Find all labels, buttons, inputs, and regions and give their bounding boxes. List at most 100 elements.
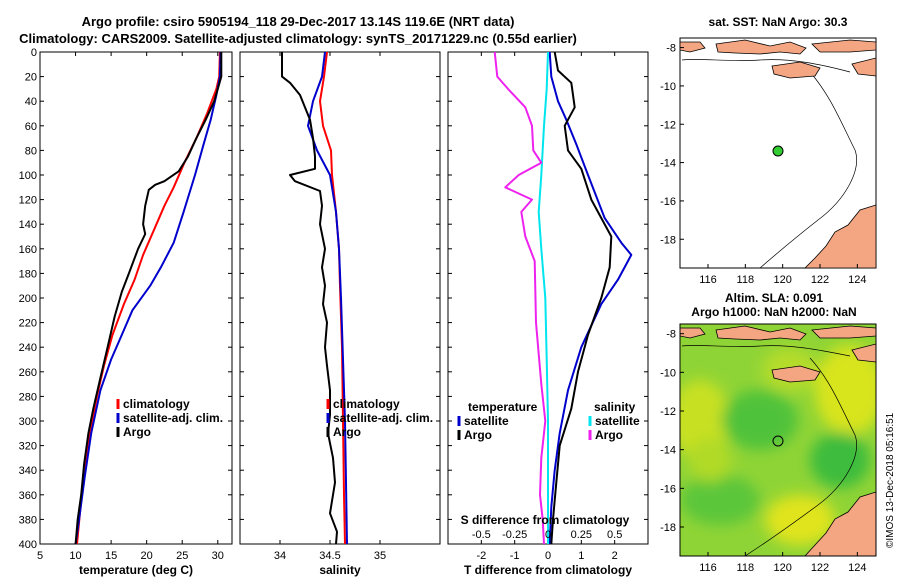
y-tick-label: 100 <box>19 170 37 182</box>
y-tick-label: 360 <box>19 490 37 502</box>
map-x-tick-label: 122 <box>811 562 829 574</box>
map-y-tick-label: -16 <box>660 483 676 495</box>
legend-label: satellite <box>595 414 640 428</box>
sla-map-title-line2: Argo h1000: NaN h2000: NaN <box>691 305 856 319</box>
y-tick-label: 380 <box>19 514 37 526</box>
map-x-tick-label: 120 <box>773 274 791 286</box>
y-tick-label: 260 <box>19 367 37 379</box>
map-y-tick-label: -12 <box>660 406 676 418</box>
inner-tick-label: 0.25 <box>571 529 592 541</box>
profile-panel-2: 34 34.5 35 salinity climatologysatellite-adj… <box>239 51 441 577</box>
map-y-tick-label: -10 <box>660 367 676 379</box>
y-tick-label: 220 <box>19 318 37 330</box>
inner-axis-label: S difference from climatology <box>461 513 630 527</box>
sst-land-java <box>680 41 706 53</box>
x-tick-label: -1 <box>510 550 520 562</box>
figure-title-line1: Argo profile: csiro 5905194_118 29-Dec-2… <box>82 14 515 29</box>
legend-label: Argo <box>464 428 492 442</box>
y-tick-label: 400 <box>19 539 37 551</box>
x-tick-label: 2 <box>612 550 618 562</box>
legend-label: satellite-adj. clim. <box>333 411 433 425</box>
map-y-tick-label: -14 <box>660 158 676 170</box>
series-line-salinity-argo <box>493 51 547 545</box>
x-axis-label: T difference from climatology <box>464 563 632 577</box>
legend-label: Argo <box>123 425 151 439</box>
y-tick-label: 120 <box>19 195 37 207</box>
x-tick-label: 10 <box>69 550 81 562</box>
sla-map: Altim. SLA: 0.091 Argo h1000: NaN h2000:… <box>660 291 877 574</box>
legend-label: Argo <box>333 425 361 439</box>
sla-land-sumba <box>771 365 821 383</box>
inner-tick-label: 0 <box>545 529 551 541</box>
x-tick-label: 34 <box>274 550 286 562</box>
inner-tick-label: 0.5 <box>607 529 622 541</box>
x-tick-label: 15 <box>105 550 117 562</box>
series-line-temperature-argo <box>550 51 613 545</box>
inner-tick-label: -0.25 <box>502 529 527 541</box>
sst-land-sumba <box>771 61 821 79</box>
sla-land-flores <box>811 325 876 339</box>
y-tick-label: 300 <box>19 416 37 428</box>
map-y-tick-label: -14 <box>660 445 676 457</box>
legend-title: temperature <box>468 400 538 414</box>
map-x-tick-label: 116 <box>699 562 717 574</box>
series-line-satellite-adj-clim- <box>307 51 348 545</box>
sst-land-lombok-sumbawa <box>715 39 807 55</box>
sla-land-timor <box>851 343 876 363</box>
sst-bathymetry-contour <box>681 59 857 268</box>
y-tick-label: 340 <box>19 465 37 477</box>
map-x-tick-label: 118 <box>737 274 755 286</box>
sla-land-lombok-sumbawa <box>715 325 807 341</box>
y-tick-label: 200 <box>19 293 37 305</box>
x-axis-label: salinity <box>319 563 361 577</box>
legend-label: climatology <box>123 397 190 411</box>
map-y-tick-label: -18 <box>660 522 676 534</box>
sla-map-frame <box>679 323 877 557</box>
legend-label: satellite-adj. clim. <box>123 411 223 425</box>
x-tick-label: 25 <box>176 550 188 562</box>
map-y-tick-label: -16 <box>660 196 676 208</box>
x-axis-label: temperature (deg C) <box>79 563 193 577</box>
y-tick-label: 40 <box>25 96 37 108</box>
y-tick-label: 0 <box>31 47 37 59</box>
x-tick-label: 1 <box>578 550 584 562</box>
y-tick-label: 160 <box>19 244 37 256</box>
series-line-argo <box>74 52 223 545</box>
map-x-tick-label: 124 <box>848 274 866 286</box>
x-tick-label: 20 <box>141 550 153 562</box>
sst-map-title: sat. SST: NaN Argo: 30.3 <box>709 15 848 29</box>
sst-argo-marker <box>772 145 784 157</box>
x-tick-label: 0 <box>545 550 551 562</box>
series-line-salinity-satellite <box>537 51 549 544</box>
map-x-tick-label: 122 <box>811 274 829 286</box>
map-x-tick-label: 118 <box>737 562 755 574</box>
sst-land-flores <box>811 39 876 53</box>
sla-map-title-line1: Altim. SLA: 0.091 <box>725 291 823 305</box>
series-line-argo <box>281 52 338 545</box>
x-tick-label: 35 <box>374 550 386 562</box>
map-y-tick-label: -12 <box>660 119 676 131</box>
map-x-tick-label: 120 <box>773 562 791 574</box>
map-y-tick-label: -18 <box>660 234 676 246</box>
y-tick-label: 140 <box>19 219 37 231</box>
sla-bathymetry-contour <box>681 345 857 556</box>
sla-argo-marker <box>772 435 784 447</box>
series-line-climatology <box>76 51 221 545</box>
sst-land-timor <box>851 57 876 77</box>
panel-frame <box>39 51 233 545</box>
sla-land-australia <box>804 491 876 556</box>
legend-label: satellite <box>464 414 509 428</box>
series-line-satellite-adj-clim- <box>74 51 222 545</box>
y-tick-label: 240 <box>19 342 37 354</box>
profile-panel-1: 0 20 40 60 80 100 120 140 160 180 200 220 240 260 280 3… <box>19 47 233 577</box>
x-tick-label: 34.5 <box>319 550 340 562</box>
sla-land-java <box>680 327 706 339</box>
figure-title-line2: Climatology: CARS2009. Satellite-adjuste… <box>19 31 577 46</box>
sst-land-australia <box>804 204 876 268</box>
map-x-tick-label: 124 <box>848 562 866 574</box>
map-y-tick-label: -8 <box>666 329 676 341</box>
y-tick-label: 20 <box>25 72 37 84</box>
y-tick-label: 60 <box>25 121 37 133</box>
y-tick-label: 320 <box>19 441 37 453</box>
